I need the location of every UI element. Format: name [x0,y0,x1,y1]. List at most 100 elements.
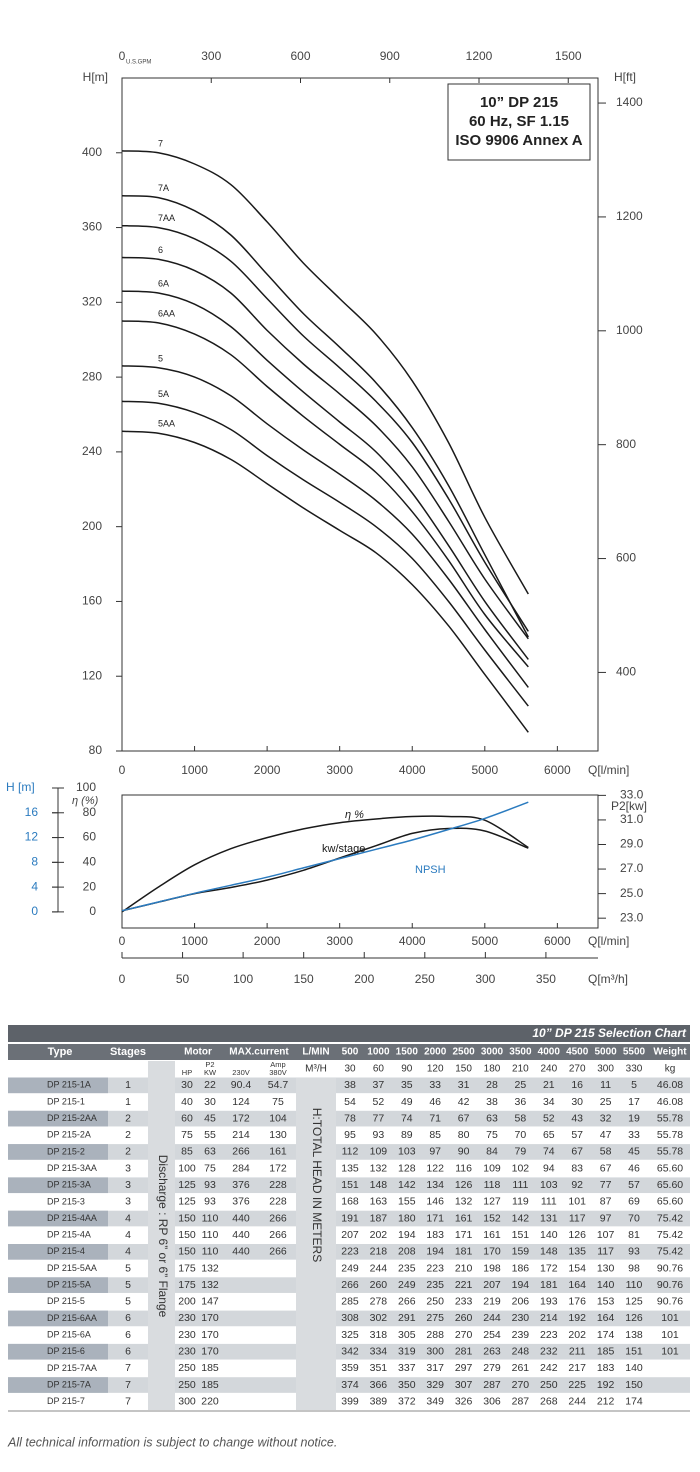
table-cell: 4 [125,1246,131,1258]
table-cell: 22 [204,1079,216,1091]
table-cell: 170 [201,1312,219,1324]
table-cell: 334 [370,1346,388,1358]
table-cell: 440 [232,1229,250,1241]
table-cell: 90 [458,1146,470,1158]
table-cell: 250 [540,1379,558,1391]
table-cell: 300 [426,1346,444,1358]
table-cell: 3 [125,1179,131,1191]
table-cell: 110 [202,1212,219,1224]
table-cell: 250 [178,1362,196,1374]
x2-tick-label: 350 [536,972,556,986]
column-subheader: 230V [232,1068,250,1077]
table-cell: 3 [125,1196,131,1208]
table-cell: 275 [426,1312,444,1324]
table-cell: 228 [269,1179,287,1191]
table-cell: 376 [232,1196,250,1208]
table-cell: 75.42 [657,1212,683,1224]
table-cell: 75 [181,1129,193,1141]
column-header: Type [48,1046,73,1058]
head-note: H:TOTAL HEAD IN METERS [310,1108,324,1262]
y-tick-label: 0 [89,904,96,918]
table-cell: 140 [597,1279,615,1291]
y-tick-label: 400 [82,145,102,159]
table-cell: 103 [398,1146,416,1158]
x2-tick-label: 100 [233,972,253,986]
table-cell: 67 [458,1112,470,1124]
table-cell: 125 [178,1196,196,1208]
row-band [8,1377,690,1393]
y3-tick-label: 4 [31,879,38,893]
row-type: DP 215-1A [47,1080,91,1090]
table-cell: 93 [204,1179,216,1191]
table-cell: 284 [232,1162,250,1174]
y-tick-label: 40 [83,855,97,869]
table-cell: 150 [178,1212,196,1224]
table-cell: 249 [398,1279,416,1291]
table-cell: 1 [125,1096,131,1108]
table-cell: 125 [625,1296,643,1308]
table-cell: 232 [540,1346,558,1358]
table-cell: 217 [568,1362,586,1374]
table-cell: 74 [401,1112,413,1124]
curve-label: 5 [158,353,163,363]
table-cell: 36 [515,1096,527,1108]
table-cell: 138 [625,1329,643,1341]
table-cell: 176 [568,1296,586,1308]
curve-label: 6AA [158,308,175,318]
curve-label: 6 [158,245,163,255]
table-cell: 150 [625,1379,643,1391]
table-cell: 228 [269,1196,287,1208]
table-cell: 79 [515,1146,527,1158]
table-cell: 223 [341,1246,359,1258]
table-cell: 126 [568,1229,586,1241]
table-cell: 78 [344,1112,356,1124]
table-cell: 200 [178,1296,196,1308]
table-cell: 214 [540,1312,558,1324]
table-cell: 326 [455,1395,473,1407]
table-cell: 171 [426,1212,444,1224]
table-cell: 148 [540,1246,558,1258]
table-cell: 83 [571,1162,583,1174]
table-cell: 92 [571,1179,583,1191]
row-type: DP 215-5 [47,1296,85,1306]
column-header: 5500 [623,1047,646,1058]
x-tick-label: 1000 [181,763,208,777]
table-cell: 172 [540,1262,558,1274]
table-cell: 80 [458,1129,470,1141]
table-cell: 85 [181,1146,193,1158]
table-cell: 211 [569,1346,586,1358]
column-header: 500 [342,1047,359,1058]
table-cell: 181 [455,1246,473,1258]
curve [121,430,529,733]
table-cell: 372 [398,1395,416,1407]
table-cell: 97 [429,1146,441,1158]
table-cell: 244 [370,1262,388,1274]
column-header: Stages [110,1046,146,1058]
table-cell: 6 [125,1346,131,1358]
row-type-band [8,1210,108,1227]
y-tick-label: 320 [82,295,102,309]
row-type-band [8,1244,108,1260]
table-cell: 175 [178,1279,196,1291]
table-cell: 261 [512,1362,530,1374]
x2-tick-label: 0 [119,972,126,986]
table-cell: 142 [398,1179,416,1191]
table-cell: 219 [483,1296,501,1308]
table-cell: 230 [178,1312,196,1324]
table-cell: 94 [543,1162,555,1174]
table-cell: 38 [486,1096,498,1108]
table-cell: 187 [370,1212,388,1224]
table-cell: 71 [429,1112,441,1124]
table-cell: 11 [600,1079,611,1091]
table-cell: 225 [568,1379,586,1391]
x-tick-label: 4000 [399,763,426,777]
table-cell: 134 [426,1179,444,1191]
table-cell: 174 [597,1329,615,1341]
y2-tick-label: 1000 [616,323,643,337]
table-title: 10” DP 215 Selection Chart [532,1026,687,1040]
y2-tick-label: 600 [616,551,636,565]
table-cell: 223 [426,1262,444,1274]
table-cell: 55.78 [657,1129,683,1141]
table-cell: 4 [125,1212,131,1224]
